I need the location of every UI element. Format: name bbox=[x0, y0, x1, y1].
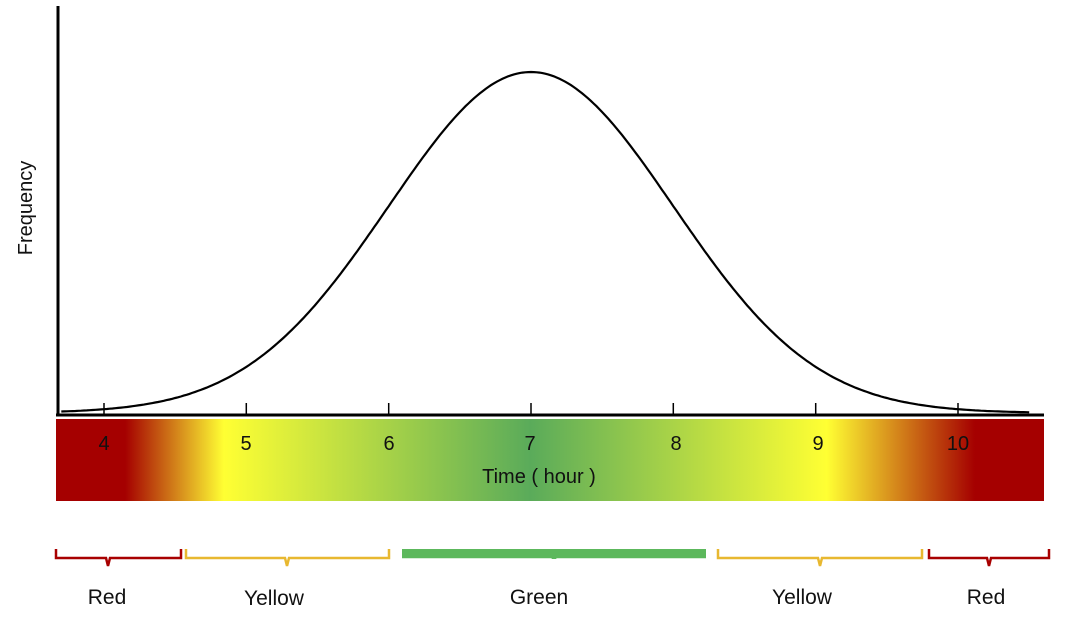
x-tick-label-8: 8 bbox=[670, 433, 681, 455]
zone-label-green: Green bbox=[510, 586, 568, 609]
x-tick-label-10: 10 bbox=[947, 433, 969, 455]
zone-yellow-right: Yellow bbox=[716, 549, 924, 609]
x-axis-ticks bbox=[103, 403, 959, 415]
zone-label-red-right: Red bbox=[967, 586, 1006, 609]
zone-red-right: Red bbox=[927, 549, 1051, 609]
zone-label-yellow-left: Yellow bbox=[244, 587, 305, 610]
x-axis-title: Time ( hour ) bbox=[482, 466, 596, 488]
zone-bar-green bbox=[402, 549, 706, 559]
color-gradient-band bbox=[56, 419, 1044, 501]
zone-yellow-left: Yellow bbox=[184, 549, 391, 610]
zone-label-red-left: Red bbox=[88, 586, 127, 609]
x-tick-label-7: 7 bbox=[524, 433, 535, 455]
zone-label-yellow-right: Yellow bbox=[772, 586, 833, 609]
zone-green: Green bbox=[402, 549, 706, 609]
x-tick-label-5: 5 bbox=[240, 433, 251, 455]
zone-bracket-red-left bbox=[54, 549, 183, 567]
x-tick-label-9: 9 bbox=[812, 433, 823, 455]
zone-bracket-yellow-right bbox=[716, 549, 924, 567]
y-axis-title: Frequency bbox=[15, 161, 37, 256]
zone-bracket-yellow-left bbox=[184, 549, 391, 567]
x-tick-label-6: 6 bbox=[383, 433, 394, 455]
bell-curve bbox=[61, 70, 1030, 414]
x-tick-label-4: 4 bbox=[98, 433, 109, 455]
zone-bracket-red-right bbox=[927, 549, 1051, 567]
zone-red-left: Red bbox=[54, 549, 183, 609]
